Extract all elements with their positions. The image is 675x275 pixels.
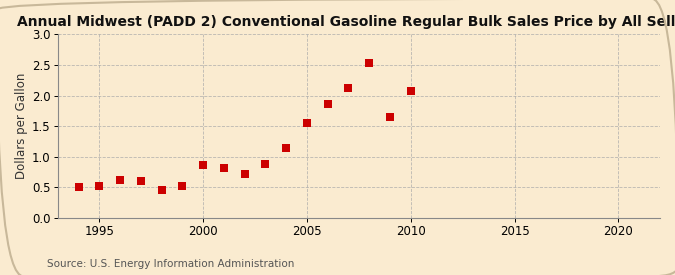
Point: [260, 162, 271, 166]
Point: [219, 166, 230, 170]
Point: [406, 89, 416, 93]
Text: Source: U.S. Energy Information Administration: Source: U.S. Energy Information Administ…: [47, 259, 294, 269]
Point: [115, 178, 126, 182]
Point: [239, 172, 250, 176]
Point: [302, 121, 313, 125]
Point: [385, 115, 396, 119]
Point: [156, 188, 167, 193]
Point: [177, 183, 188, 188]
Point: [281, 145, 292, 150]
Point: [323, 102, 333, 106]
Point: [94, 183, 105, 188]
Point: [364, 60, 375, 65]
Title: Annual Midwest (PADD 2) Conventional Gasoline Regular Bulk Sales Price by All Se: Annual Midwest (PADD 2) Conventional Gas…: [18, 15, 675, 29]
Point: [343, 86, 354, 90]
Y-axis label: Dollars per Gallon: Dollars per Gallon: [15, 73, 28, 179]
Point: [73, 185, 84, 190]
Point: [198, 163, 209, 167]
Point: [136, 179, 146, 183]
